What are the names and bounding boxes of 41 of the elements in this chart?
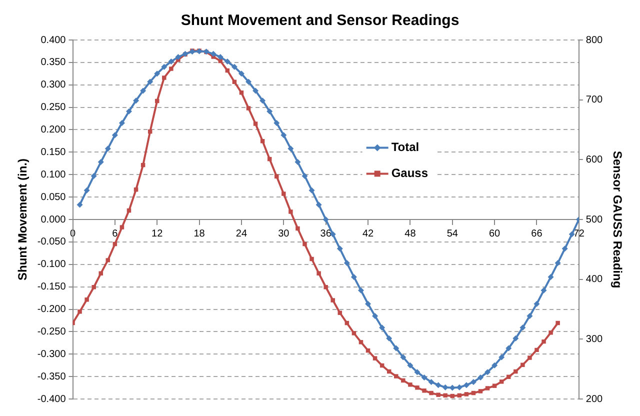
y-tick-label: -0.400: [37, 394, 66, 405]
x-tick-label: 12: [152, 228, 164, 240]
x-tick-label: 54: [446, 228, 458, 240]
chart-title: Shunt Movement and Sensor Readings: [180, 12, 460, 30]
legend-label: Total: [391, 140, 420, 154]
y-tick-label: 0.250: [40, 102, 66, 114]
y-tick-label: -0.250: [37, 326, 66, 338]
y2-tick-label: 400: [586, 274, 604, 286]
y-tick-label: -0.200: [37, 304, 66, 315]
y-tick-label: 0.100: [40, 169, 66, 180]
x-tick-label: 6: [112, 228, 118, 240]
y-axis-title: Shunt Movement (in.): [16, 158, 30, 280]
x-tick-label: 48: [404, 228, 416, 240]
y-tick-label: 0.350: [40, 57, 66, 68]
y-tick-label: -0.050: [37, 236, 66, 248]
y2-tick-label: 300: [586, 334, 604, 345]
y-tick-label: 0.200: [40, 124, 66, 136]
x-tick-label: 66: [531, 228, 543, 240]
y-tick-label: -0.100: [37, 259, 66, 270]
y-tick-label: 0.150: [40, 146, 66, 158]
y2-tick-label: 200: [586, 394, 604, 405]
y-tick-label: 0.050: [40, 192, 66, 203]
legend-label: Gauss: [391, 166, 428, 180]
y-tick-label: 0.300: [40, 80, 66, 91]
x-tick-label: 42: [362, 228, 374, 240]
y-tick-label: 0.400: [40, 34, 66, 46]
y-tick-label: -0.350: [37, 371, 66, 382]
y2-axis-title: Sensor GAUSS Reading: [610, 150, 624, 288]
y2-tick-label: 700: [586, 94, 604, 106]
x-tick-label: 24: [236, 228, 248, 240]
x-tick-label: 36: [320, 228, 332, 240]
x-tick-label: 18: [194, 228, 206, 240]
x-tick-label: 30: [278, 228, 290, 240]
y2-tick-label: 600: [586, 154, 604, 166]
y-tick-label: 0.000: [40, 214, 66, 226]
y2-tick-label: 800: [586, 34, 604, 46]
y2-tick-label: 500: [586, 214, 604, 226]
y-tick-label: -0.150: [37, 282, 66, 293]
x-tick-label: 72: [573, 228, 585, 240]
x-tick-label: 60: [488, 228, 501, 240]
y-tick-label: -0.300: [37, 348, 66, 360]
